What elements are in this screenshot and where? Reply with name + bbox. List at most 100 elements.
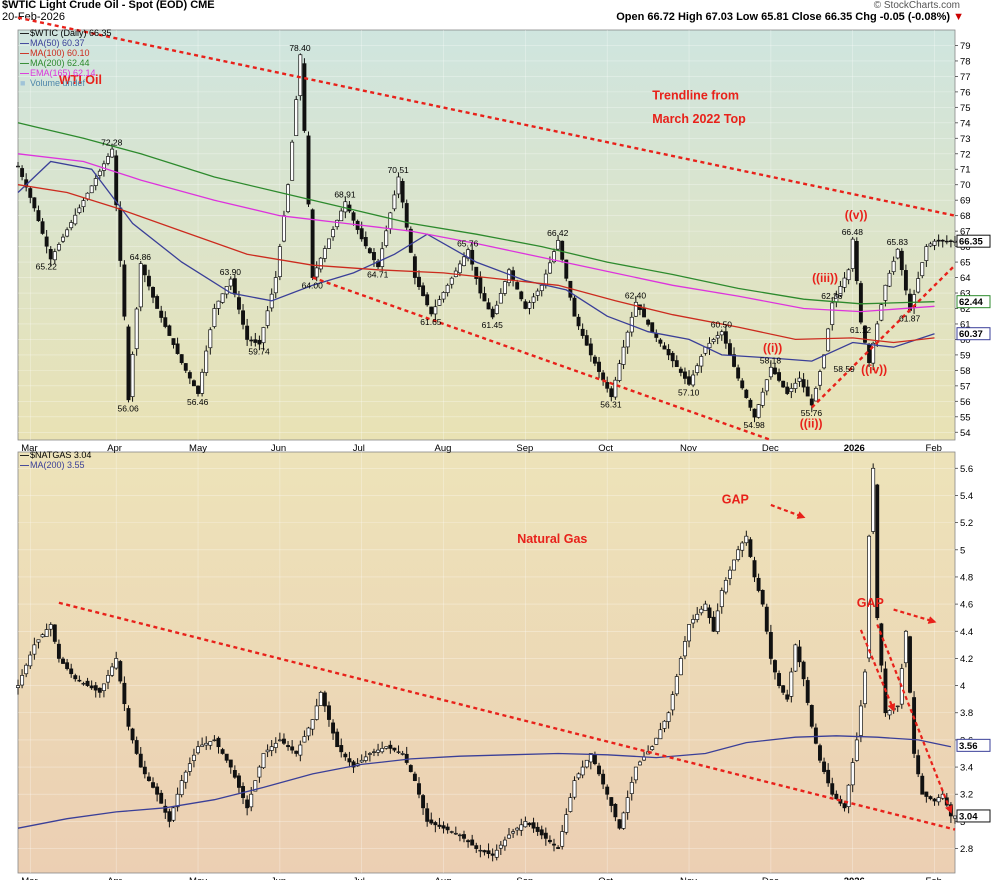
oil-bar-body [760,391,765,406]
oil-bar-body [302,63,307,131]
oil-bar-body [28,188,33,198]
gas-bar-body [687,624,691,642]
oil-bar-body [359,228,364,240]
oil-bar-body [715,335,720,339]
gas-legend-marker: — [20,450,29,460]
gas-bar-body [752,560,757,578]
oil-y-tick-label: 73 [960,134,971,145]
gas-bar-body [846,784,851,807]
gas-bar-body [637,761,642,766]
oil-price-label: 57.10 [678,387,700,397]
gas-bar-body [28,654,33,667]
gas-bar-body [715,610,720,632]
oil-bar-body [920,262,925,277]
oil-y-tick-label: 56 [960,397,971,408]
gas-bar-body [294,750,299,754]
gas-bar-body [863,671,867,705]
gas-bar-body [282,738,286,744]
gas-bar-body [707,607,712,619]
oil-bar-body [159,310,164,318]
gas-bar-body [597,765,601,775]
gas-bar-body [678,658,683,676]
oil-bar-body [277,246,282,278]
panels [17,29,956,874]
oil-bar-body [257,339,262,345]
gas-x-tick-label: Feb [926,876,942,880]
gas-x-tick-label: 2026 [844,876,865,880]
gas-bar-body [351,761,356,768]
oil-wave-label: ((v)) [845,208,868,222]
gas-bar-body [245,799,250,809]
gas-bar-body [261,753,266,769]
gas-bar-body [854,739,859,761]
oil-value-badge-text: 62.44 [959,297,983,308]
oil-legend-label: EMA(165) 62.14 [30,68,96,78]
gas-annotation-arrow [770,503,806,519]
gas-bar-body [691,619,696,624]
gas-bar-body [302,736,307,743]
oil-bar-body [196,385,200,394]
oil-bar-body [916,278,921,293]
oil-bar-body [204,350,209,373]
oil-x-tick-label: Dec [762,443,779,454]
oil-bar-body [507,269,511,283]
oil-bar-body [646,319,651,325]
oil-legend-marker: — [20,68,29,78]
oil-price-label: 65.22 [36,262,58,272]
gas-bar-body [449,831,454,833]
gas-bar-body [331,722,336,734]
gas-bar-body [633,766,638,781]
gas-bar-body [56,643,61,659]
oil-bar-body [801,379,806,388]
gas-bar-body [719,590,724,608]
oil-price-label: 56.46 [187,397,209,407]
oil-y-tick-label: 67 [960,227,971,238]
gas-bar-body [920,775,925,795]
oil-bar-body [73,214,78,225]
gas-bar-body [138,753,143,768]
gas-bar-body [151,782,155,788]
gas-bar-body [212,739,217,742]
gas-bar-body [417,783,421,795]
gas-bar-body [228,759,233,768]
oil-x-tick-label: Sep [516,443,533,454]
gas-bar-body [613,803,618,818]
oil-price-label: 66.48 [842,227,864,237]
gas-bar-body [936,797,941,803]
oil-price-label: 61.65 [420,317,442,327]
gas-bar-body [953,815,957,819]
gas-bar-body [372,751,376,753]
oil-legend-label: MA(200) 62.44 [30,58,90,68]
oil-bar-body [621,346,626,365]
gas-bar-body [175,793,180,808]
gas-bar-body [380,748,385,753]
oil-bar-body [498,293,503,304]
oil-bar-body [773,367,777,375]
gas-bar-body [773,660,777,673]
oil-value-badge-text: 60.37 [959,329,983,340]
gas-bar-body [269,746,274,751]
gas-bar-body [756,577,761,591]
gas-bar-body [834,793,839,800]
oil-price-label: 64.71 [367,270,389,280]
gas-bar-body [539,829,544,836]
gas-x-tick-label: May [189,876,207,880]
gas-bar-body [650,746,655,750]
oil-bar-body [854,240,859,281]
gas-bar-body [85,680,90,686]
oil-bar-body [797,377,802,382]
gas-bar-body [871,467,876,532]
gas-x-tick-label: Oct [598,876,613,880]
gas-bar-body [785,694,790,700]
gas-bar-body [392,747,397,751]
gas-bar-body [916,755,921,775]
gas-bar-body [48,624,53,630]
gas-bar-body [61,658,65,664]
gas-bar-body [97,687,102,693]
gas-bar-body [290,746,295,751]
oil-bar-body [380,248,385,267]
gas-bar-body [318,692,323,706]
oil-bar-body [867,344,872,363]
gas-bar-body [200,744,205,747]
gas-bar-body [159,792,164,804]
